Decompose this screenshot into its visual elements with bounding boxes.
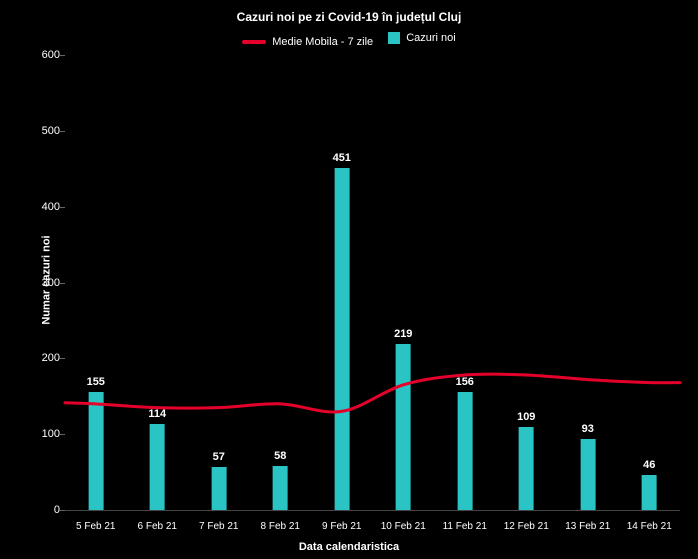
y-tick-label: 400 [25,201,60,213]
legend-item-line: Medie Mobila - 7 zile [242,36,373,48]
y-tick-mark [60,434,65,435]
y-tick-mark [60,358,65,359]
legend-item-bar: Cazuri noi [388,32,456,44]
bar-value-label: 219 [394,328,412,340]
x-tick-label: 10 Feb 21 [381,521,426,532]
legend-label-bar: Cazuri noi [406,32,456,44]
x-tick-label: 9 Feb 21 [322,521,361,532]
bar [642,475,657,510]
bar [457,392,472,510]
bar [334,168,349,510]
bar-value-label: 46 [643,459,655,471]
y-tick-label: 200 [25,352,60,364]
y-tick-mark [60,131,65,132]
y-tick-label: 100 [25,428,60,440]
bar [519,427,534,510]
y-tick-label: 600 [25,49,60,61]
bar-value-label: 109 [517,411,535,423]
bar-value-label: 114 [148,408,166,420]
bar [150,424,165,510]
bar-value-label: 57 [213,451,225,463]
bar-value-label: 58 [274,450,286,462]
legend-label-line: Medie Mobila - 7 zile [272,36,373,48]
legend-swatch-bar [388,32,400,44]
x-tick-label: 8 Feb 21 [261,521,300,532]
bar [88,392,103,510]
chart-title: Cazuri noi pe zi Covid-19 în județul Clu… [0,10,698,24]
bar-value-label: 156 [456,376,474,388]
bar-value-label: 451 [333,152,351,164]
y-tick-mark [60,283,65,284]
plot-area: 01002003004005006001555 Feb 211146 Feb 2… [65,55,680,511]
bar-value-label: 155 [87,376,105,388]
x-axis-label: Data calendaristica [0,541,698,553]
x-tick-label: 12 Feb 21 [504,521,549,532]
bar [580,439,595,510]
x-tick-label: 5 Feb 21 [76,521,115,532]
bar [211,467,226,510]
y-tick-label: 500 [25,125,60,137]
y-tick-label: 300 [25,277,60,289]
x-tick-label: 7 Feb 21 [199,521,238,532]
x-tick-label: 6 Feb 21 [138,521,177,532]
chart-legend: Medie Mobila - 7 zile Cazuri noi [0,32,698,48]
x-tick-label: 11 Feb 21 [443,521,487,532]
bar [273,466,288,510]
y-tick-mark [60,55,65,56]
x-tick-label: 14 Feb 21 [627,521,672,532]
moving-average-line [65,374,680,412]
y-tick-label: 0 [25,504,60,516]
legend-swatch-line [242,40,266,44]
y-tick-mark [60,207,65,208]
chart-container: Cazuri noi pe zi Covid-19 în județul Clu… [0,0,698,559]
bar-value-label: 93 [582,423,594,435]
bar [396,344,411,510]
x-tick-label: 13 Feb 21 [565,521,610,532]
y-tick-mark [60,510,65,511]
